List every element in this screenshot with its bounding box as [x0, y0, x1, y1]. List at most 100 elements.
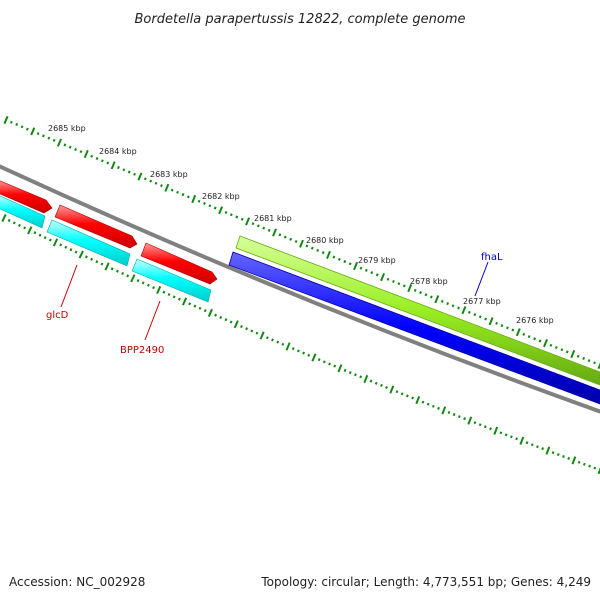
- genome-backbone: [0, 164, 600, 414]
- ruler-tick: [250, 329, 254, 333]
- gene-label-bpp2490[interactable]: BPP2490: [120, 345, 164, 356]
- ruler-tick: [193, 304, 197, 308]
- ruler-tick: [397, 282, 401, 286]
- ruler-tick: [380, 273, 386, 282]
- ruler-tick: [473, 421, 477, 425]
- ruler-tick: [36, 132, 40, 136]
- ruler-tick: [328, 362, 331, 366]
- ruler-tick: [437, 406, 440, 410]
- ruler-tick: [167, 293, 171, 297]
- feature-cyan-2[interactable]: [46, 219, 131, 267]
- ruler-tick: [515, 328, 521, 337]
- ruler-tick: [281, 342, 285, 346]
- ruler-tick: [191, 194, 197, 204]
- ruler-tick: [117, 166, 120, 170]
- ruler-tick: [565, 350, 569, 354]
- ruler-tick: [219, 316, 223, 319]
- ruler-tick: [353, 261, 359, 271]
- ruler-label-2677: 2677 kbp: [463, 297, 501, 306]
- ruler-tick: [478, 315, 482, 319]
- ruler-tick: [511, 328, 515, 332]
- ruler-tick: [359, 266, 363, 270]
- ruler-tick: [389, 385, 395, 394]
- ruler-tick: [7, 218, 11, 222]
- ruler-label-2676: 2676 kbp: [516, 316, 554, 325]
- ruler-label-2682: 2682 kbp: [202, 192, 240, 201]
- ruler-tick: [385, 386, 388, 389]
- ruler-tick: [186, 195, 190, 199]
- ruler-label-2680: 2680 kbp: [306, 236, 344, 245]
- ruler-tick: [333, 364, 337, 368]
- ruler-tick: [522, 332, 526, 336]
- feature-fhal-reverse[interactable]: [228, 251, 600, 405]
- ruler-tick: [15, 122, 19, 127]
- outer-tick-row: [3, 115, 600, 370]
- ruler-tick: [431, 404, 435, 408]
- ruler-tick: [545, 446, 551, 455]
- ruler-tick: [23, 226, 27, 230]
- ruler-tick: [137, 172, 143, 181]
- ruler-tick: [495, 321, 498, 325]
- ruler-tick: [170, 188, 174, 192]
- ruler-tick: [224, 318, 228, 322]
- ruler-tick: [500, 324, 504, 328]
- ruler-tick: [47, 136, 51, 140]
- ruler-tick: [27, 226, 33, 235]
- feature-cyan-3[interactable]: [131, 258, 212, 303]
- ruler-tick: [434, 295, 440, 304]
- feature-red-1[interactable]: [0, 180, 53, 214]
- ruler-tick: [488, 317, 494, 326]
- gene-label-glcd[interactable]: glcD: [46, 310, 69, 321]
- ruler-tick: [52, 238, 59, 247]
- ruler-tick: [400, 392, 404, 396]
- ruler-label-2678: 2678 kbp: [410, 277, 448, 286]
- ruler-tick: [302, 351, 306, 355]
- ruler-tick: [235, 215, 239, 219]
- ruler-tick: [164, 183, 170, 192]
- ruler-tick: [457, 306, 460, 310]
- ruler-tick: [122, 168, 126, 172]
- feature-red-2[interactable]: [54, 204, 138, 249]
- ruler-tick: [321, 251, 325, 255]
- ruler-tick: [429, 295, 433, 299]
- ruler-tick: [426, 402, 430, 406]
- map-title: Bordetella parapertussis 12822, complete…: [135, 12, 466, 27]
- gene-label-fhal[interactable]: fhaL: [481, 252, 503, 263]
- ruler-tick: [156, 285, 162, 295]
- ruler-tick: [43, 236, 47, 240]
- ruler-tick: [348, 262, 352, 266]
- ruler-tick: [59, 243, 63, 247]
- ruler-tick: [549, 343, 553, 347]
- ruler-tick: [452, 413, 456, 417]
- ruler-tick: [593, 361, 596, 365]
- ruler-tick: [146, 283, 150, 287]
- ruler-tick: [597, 467, 600, 475]
- ruler-tick: [160, 184, 163, 188]
- ruler-tick: [310, 246, 314, 250]
- ruler-tick: [3, 115, 9, 125]
- ruler-label-2679: 2679 kbp: [358, 256, 396, 265]
- ruler-tick: [110, 161, 116, 170]
- ruler-tick: [255, 331, 259, 335]
- ruler-tick: [245, 327, 249, 331]
- feature-cyan-1[interactable]: [0, 195, 46, 229]
- ruler-tick: [74, 148, 77, 151]
- ruler-tick: [374, 381, 378, 385]
- ruler-tick: [265, 336, 269, 340]
- feature-red-3[interactable]: [140, 242, 218, 285]
- ruler-tick: [560, 348, 564, 352]
- ruler-tick: [467, 416, 473, 425]
- ruler-tick: [48, 238, 52, 242]
- ruler-tick: [543, 339, 548, 348]
- ruler-tick: [556, 453, 560, 457]
- ruler-tick: [68, 145, 72, 149]
- ruler-tick: [440, 299, 444, 303]
- ruler-tick: [214, 313, 218, 317]
- ruler-tick: [538, 339, 542, 343]
- ruler-tick: [380, 383, 383, 387]
- ruler-tick: [570, 350, 576, 359]
- ruler-tick: [577, 460, 581, 464]
- ruler-tick: [510, 435, 513, 439]
- feature-fhal-forward[interactable]: [235, 235, 600, 386]
